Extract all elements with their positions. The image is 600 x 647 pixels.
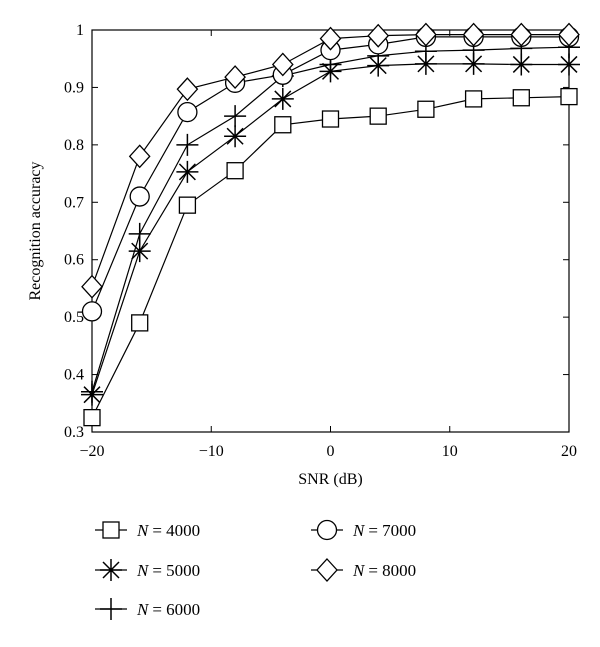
data-point-diamond: [415, 22, 437, 47]
legend-label: N = 5000: [136, 561, 200, 580]
legend-label-value: = 4000: [152, 521, 200, 540]
data-point-diamond: [558, 22, 580, 47]
plot-frame: [91, 29, 570, 433]
data-point-plus: [81, 380, 103, 403]
data-point-square: [226, 162, 244, 180]
y-axis-title: Recognition accuracy: [27, 161, 44, 300]
x-tick-label: −20: [79, 443, 104, 460]
legend-label-value: = 5000: [152, 561, 200, 580]
data-point-square: [560, 87, 578, 106]
data-point-diamond: [367, 23, 390, 48]
data-point-star: [414, 52, 437, 75]
legend-label: N = 4000: [136, 521, 200, 540]
data-point-star: [271, 87, 294, 110]
legend-label-var: N: [136, 600, 150, 619]
legend-label: N = 8000: [352, 561, 416, 580]
series-line-square: [91, 96, 570, 418]
legend-item-circle: N = 7000: [311, 519, 416, 541]
data-point-diamond: [81, 274, 103, 299]
data-point-square: [178, 196, 197, 214]
data-point-diamond: [319, 26, 342, 51]
series-square: [83, 87, 578, 427]
legend-item-diamond: N = 8000: [311, 558, 416, 582]
legend-item-star: N = 5000: [95, 559, 200, 581]
legend-label-var: N: [352, 521, 366, 540]
data-point-diamond: [462, 22, 485, 47]
series-layer: [81, 22, 580, 427]
y-tick-label: 0.3: [64, 424, 84, 441]
axes: −20 −10 0 10 20 0.3 0.4 0.5 0.6 0.7 0.8 0.9 1 SNR (dB…: [27, 22, 577, 488]
legend-marker-star: [100, 559, 122, 581]
legend-marker-square: [102, 521, 120, 539]
legend-label-value: = 8000: [368, 561, 416, 580]
y-tick-label: 1: [76, 22, 84, 39]
legend-item-plus: N = 6000: [95, 598, 200, 620]
legend-label-value: = 6000: [152, 600, 200, 619]
x-tick-label: −10: [199, 443, 224, 460]
x-axis-title: SNR (dB): [298, 471, 362, 488]
series-star: [81, 52, 580, 406]
y-tick-label: 0.8: [64, 137, 84, 154]
legend-label: N = 6000: [136, 600, 200, 619]
data-point-star: [558, 53, 580, 76]
data-point-square: [464, 90, 483, 108]
data-point-circle: [129, 186, 150, 207]
data-point-square: [321, 110, 340, 128]
x-tick-label: 10: [442, 443, 458, 460]
legend-label-var: N: [352, 561, 366, 580]
y-tick-label: 0.6: [64, 252, 84, 269]
data-point-diamond: [224, 65, 246, 90]
legend-item-square: N = 4000: [95, 521, 200, 540]
data-point-plus: [128, 222, 151, 245]
data-point-plus: [176, 133, 199, 156]
data-point-star: [128, 240, 151, 263]
legend-label-var: N: [136, 561, 150, 580]
legend-label-var: N: [136, 521, 150, 540]
legend-marker-circle: [316, 519, 338, 541]
data-point-plus: [224, 105, 247, 128]
data-point-star: [510, 53, 533, 76]
legend-label-value: = 7000: [368, 521, 416, 540]
y-tick-label: 0.7: [64, 194, 84, 211]
data-point-star: [462, 52, 485, 75]
legend-marker-plus: [100, 598, 122, 620]
series-plus: [81, 36, 580, 403]
data-point-circle: [81, 301, 103, 322]
data-point-star: [176, 160, 199, 183]
data-point-square: [369, 107, 387, 125]
y-tick-label: 0.4: [64, 367, 84, 384]
data-point-circle: [177, 101, 198, 123]
data-point-square: [131, 314, 149, 332]
series-diamond: [81, 22, 580, 299]
legend-marker-diamond: [316, 558, 338, 582]
data-point-diamond: [176, 77, 199, 102]
y-tick-label: 0.9: [64, 79, 84, 96]
data-point-square: [83, 408, 101, 427]
data-point-diamond: [510, 22, 533, 47]
data-point-diamond: [128, 144, 151, 169]
x-tick-label: 20: [561, 443, 577, 460]
x-tick-label: 0: [327, 443, 335, 460]
data-point-diamond: [271, 52, 294, 77]
legend-label: N = 7000: [352, 521, 416, 540]
y-tick-label: 0.5: [64, 309, 84, 326]
data-point-star: [224, 125, 247, 148]
data-point-square: [274, 116, 292, 134]
data-point-square: [417, 100, 435, 118]
data-point-square: [512, 89, 530, 107]
